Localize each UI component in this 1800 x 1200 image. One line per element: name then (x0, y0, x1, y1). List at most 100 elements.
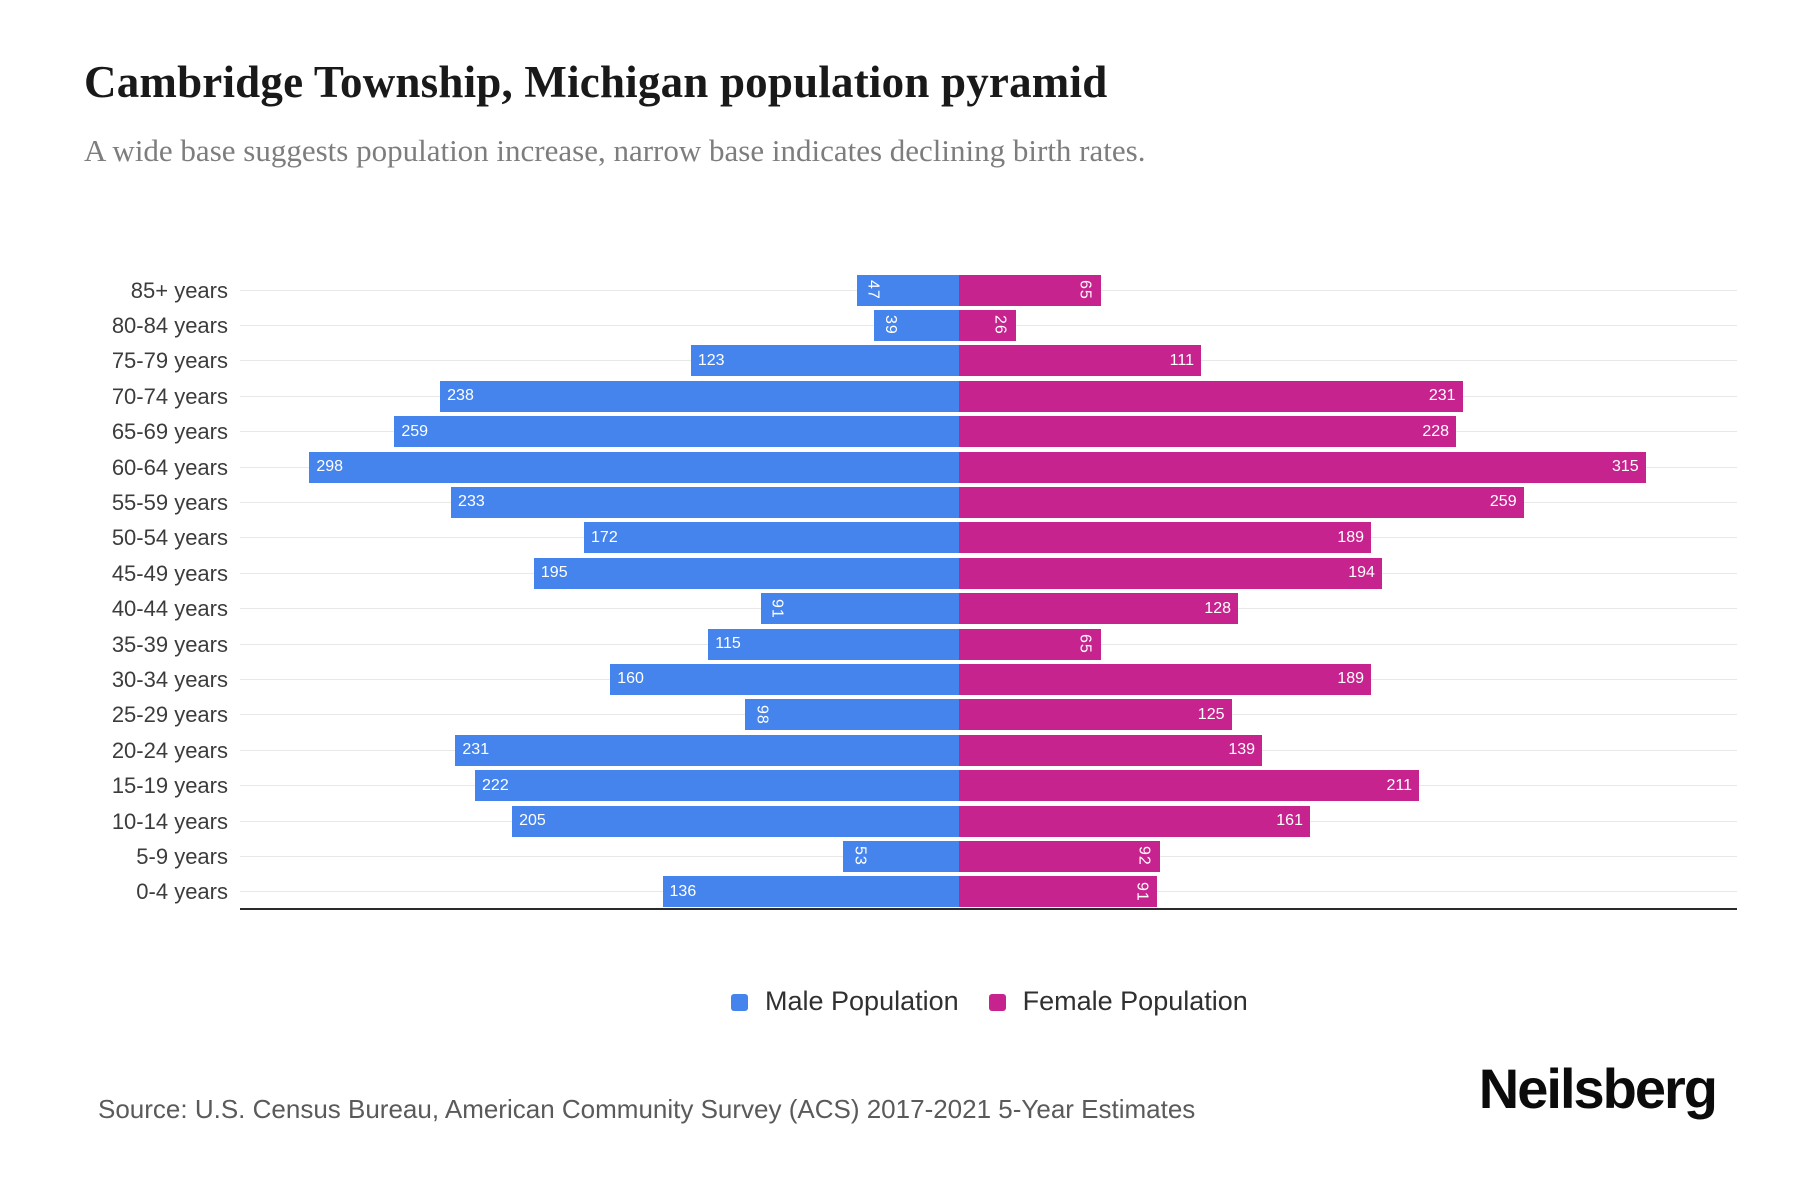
bar-female-5-9-years[interactable]: 92 (959, 840, 1160, 872)
x-axis-line (240, 908, 1737, 910)
bar-value-label: 128 (1204, 599, 1232, 617)
chart-legend: Male Population Female Population (731, 986, 1248, 1017)
bar-female-30-34-years[interactable]: 189 (959, 663, 1372, 695)
bar-value-label: 115 (715, 635, 741, 652)
bar-value-label: 65 (1076, 634, 1094, 654)
bar-male-85+-years[interactable]: 47 (856, 274, 959, 306)
bar-male-65-69-years[interactable]: 259 (394, 416, 959, 448)
age-group-label: 5-9 years (136, 843, 228, 869)
bar-value-label: 259 (1489, 493, 1517, 511)
bar-value-label: 123 (697, 351, 725, 369)
bar-value-label: 111 (1169, 351, 1194, 369)
neilsberg-logo: Neilsberg (1478, 1057, 1718, 1120)
bar-value-label: 91 (768, 598, 786, 619)
bar-value-label: 233 (458, 493, 485, 511)
legend-label-female: Female Population (1022, 986, 1248, 1016)
page-subtitle: A wide base suggests population increase… (84, 133, 1146, 168)
bar-female-55-59-years[interactable]: 259 (959, 486, 1524, 518)
bar-female-0-4-years[interactable]: 91 (959, 876, 1158, 908)
bar-male-10-14-years[interactable]: 205 (512, 805, 959, 837)
bar-female-10-14-years[interactable]: 161 (959, 805, 1310, 837)
bar-female-80-84-years[interactable]: 26 (959, 309, 1016, 341)
bar-male-25-29-years[interactable]: 98 (745, 699, 959, 731)
male-color-swatch-icon (731, 994, 748, 1011)
age-group-label: 15-19 years (111, 773, 228, 799)
age-group-label: 0-4 years (136, 879, 228, 905)
age-group-label: 70-74 years (111, 383, 228, 409)
bar-female-70-74-years[interactable]: 231 (959, 380, 1463, 412)
age-group-label: 10-14 years (111, 808, 228, 834)
bar-female-25-29-years[interactable]: 125 (959, 699, 1232, 731)
bar-male-45-49-years[interactable]: 195 (533, 557, 959, 589)
age-group-label: 35-39 years (111, 631, 228, 657)
bar-male-40-44-years[interactable]: 91 (760, 593, 959, 625)
bar-value-label: 136 (669, 882, 697, 900)
bar-value-label: 211 (1386, 776, 1412, 794)
age-group-label: 40-44 years (111, 596, 228, 622)
bar-male-80-84-years[interactable]: 39 (873, 309, 959, 341)
age-group-label: 50-54 years (111, 525, 228, 551)
bar-male-75-79-years[interactable]: 123 (690, 345, 959, 377)
age-group-label: 55-59 years (111, 489, 228, 515)
bar-male-55-59-years[interactable]: 233 (451, 486, 959, 518)
legend-item-female[interactable]: Female Population (988, 986, 1248, 1017)
source-attribution: Source: U.S. Census Bureau, American Com… (98, 1094, 1196, 1124)
bar-female-35-39-years[interactable]: 65 (959, 628, 1101, 660)
bar-male-5-9-years[interactable]: 53 (843, 840, 959, 872)
bar-value-label: 238 (447, 387, 474, 405)
age-group-label: 20-24 years (111, 737, 228, 763)
bar-female-40-44-years[interactable]: 128 (959, 593, 1239, 625)
age-group-label: 85+ years (130, 277, 228, 303)
bar-value-label: 231 (462, 741, 490, 759)
bar-value-label: 125 (1197, 705, 1225, 723)
bar-value-label: 205 (519, 812, 546, 829)
bar-value-label: 315 (1611, 458, 1639, 475)
bar-value-label: 194 (1348, 564, 1375, 582)
bar-female-60-64-years[interactable]: 315 (959, 451, 1646, 483)
bar-male-15-19-years[interactable]: 222 (475, 770, 959, 802)
bar-male-30-34-years[interactable]: 160 (610, 663, 959, 695)
bar-female-15-19-years[interactable]: 211 (959, 770, 1419, 802)
bar-value-label: 172 (591, 528, 618, 546)
age-group-label: 65-69 years (111, 419, 228, 445)
bar-value-label: 139 (1228, 741, 1256, 759)
bar-value-label: 161 (1276, 812, 1303, 829)
legend-label-male: Male Population (765, 986, 959, 1016)
bar-value-label: 65 (1076, 280, 1094, 300)
bar-value-label: 91 (1133, 881, 1151, 902)
age-group-label: 25-29 years (111, 702, 228, 728)
bar-value-label: 189 (1337, 528, 1365, 546)
bar-male-20-24-years[interactable]: 231 (455, 734, 959, 766)
bar-value-label: 231 (1428, 387, 1456, 405)
bar-value-label: 195 (540, 564, 568, 582)
bar-value-label: 39 (881, 315, 899, 336)
age-group-label: 30-34 years (111, 666, 228, 692)
bar-female-65-69-years[interactable]: 228 (959, 416, 1457, 448)
age-group-label: 60-64 years (111, 454, 228, 480)
legend-item-male[interactable]: Male Population (731, 986, 959, 1017)
bar-value-label: 47 (864, 280, 882, 300)
bar-female-85+-years[interactable]: 65 (959, 274, 1101, 306)
bar-value-label: 298 (316, 458, 344, 475)
bar-female-45-49-years[interactable]: 194 (959, 557, 1382, 589)
age-group-label: 80-84 years (111, 312, 228, 338)
female-color-swatch-icon (988, 994, 1006, 1011)
bar-value-label: 259 (401, 422, 429, 440)
bar-female-75-79-years[interactable]: 111 (959, 345, 1201, 377)
bar-female-50-54-years[interactable]: 189 (959, 522, 1372, 554)
bar-female-20-24-years[interactable]: 139 (959, 734, 1263, 766)
bar-value-label: 222 (482, 776, 509, 794)
page-title: Cambridge Township, Michigan population … (84, 57, 1108, 107)
bar-value-label: 228 (1422, 422, 1450, 440)
bar-male-0-4-years[interactable]: 136 (662, 876, 959, 908)
age-group-label: 75-79 years (111, 348, 228, 374)
bar-male-50-54-years[interactable]: 172 (584, 522, 959, 554)
bar-value-label: 26 (991, 315, 1009, 336)
bar-male-60-64-years[interactable]: 298 (309, 451, 959, 483)
bar-value-label: 160 (617, 670, 644, 688)
bar-male-35-39-years[interactable]: 115 (708, 628, 959, 660)
age-group-label: 45-49 years (111, 560, 228, 586)
bar-value-label: 53 (851, 846, 869, 867)
bar-male-70-74-years[interactable]: 238 (440, 380, 959, 412)
